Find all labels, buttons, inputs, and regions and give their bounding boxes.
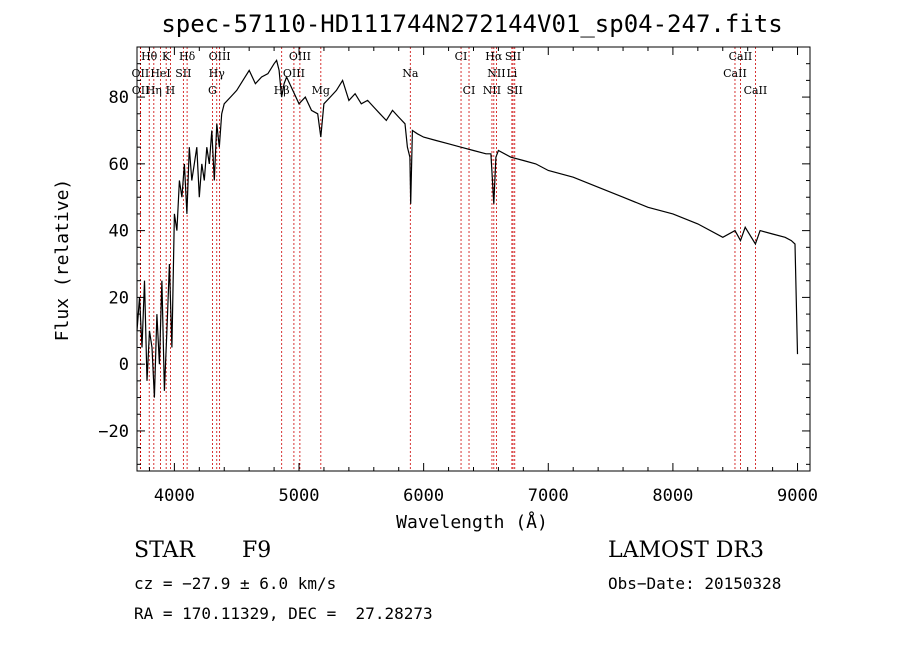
y-tick-label-1: 0 [119, 355, 129, 375]
x-axis-ticks: 4000 5000 6000 7000 8000 9000 [148, 47, 818, 506]
y-axis-ticks: −20 0 20 40 60 80 [98, 63, 810, 465]
plot-frame [136, 46, 811, 472]
object-subclass: F9 [242, 538, 272, 563]
y-tick-label-0: −20 [98, 422, 129, 442]
line-label-17: CaII [723, 67, 747, 80]
line-label-7: SII [505, 50, 521, 63]
x-tick-label-0: 4000 [154, 486, 195, 506]
line-label-21: G [208, 84, 217, 97]
line-label-25: NII [483, 84, 501, 97]
line-label-20: H [166, 84, 176, 97]
x-tick-label-3: 7000 [528, 486, 569, 506]
line-label-15: NII [487, 67, 505, 80]
x-tick-label-5: 9000 [777, 486, 818, 506]
x-tick-label-1: 5000 [279, 486, 320, 506]
y-tick-label-2: 20 [109, 288, 129, 308]
sky-coordinates: RA = 170.11329, DEC = 27.28273 [134, 604, 433, 623]
y-axis-label: Flux (relative) [52, 179, 73, 342]
spectral-line-markers [139, 47, 756, 471]
line-label-6: Hα [485, 50, 503, 63]
line-label-24: CI [463, 84, 476, 97]
line-label-13: OIII [283, 67, 305, 80]
x-axis-label: Wavelength (Å) [396, 511, 548, 533]
line-label-9: OII [132, 67, 150, 80]
line-label-26: SII [507, 84, 523, 97]
line-label-16: Li [506, 67, 517, 80]
line-label-18: OII [132, 84, 150, 97]
line-label-11: SII [175, 67, 191, 80]
line-label-23: Mg [312, 84, 330, 97]
survey-name: LAMOST DR3 [608, 538, 764, 563]
line-label-0: Hθ [141, 50, 158, 63]
line-label-4: OIII [289, 50, 311, 63]
line-label-12: Hγ [209, 67, 226, 80]
y-tick-label-5: 80 [109, 88, 129, 108]
line-label-14: Na [402, 67, 419, 80]
line-label-1: K [162, 50, 171, 63]
x-tick-label-2: 6000 [403, 486, 444, 506]
line-label-2: Hδ [179, 50, 196, 63]
line-label-5: CI [455, 50, 468, 63]
redshift-velocity: cz = −27.9 ± 6.0 km/s [134, 574, 337, 593]
y-tick-label-3: 40 [109, 222, 129, 242]
chart-title: spec-57110-HD111744N272144V01_sp04-247.f… [161, 10, 782, 38]
y-tick-label-4: 60 [109, 155, 129, 175]
line-label-19: Hη [146, 84, 162, 97]
line-label-10: HeI [150, 67, 170, 80]
spectrum-line [136, 59, 799, 398]
line-label-3: OIII [209, 50, 231, 63]
line-label-22: Hβ [274, 84, 290, 97]
line-label-27: CaII [744, 84, 768, 97]
x-tick-label-4: 8000 [652, 486, 693, 506]
object-class: STAR [134, 538, 195, 563]
observation-date: Obs−Date: 20150328 [608, 574, 782, 593]
line-label-8: CaII [729, 50, 753, 63]
